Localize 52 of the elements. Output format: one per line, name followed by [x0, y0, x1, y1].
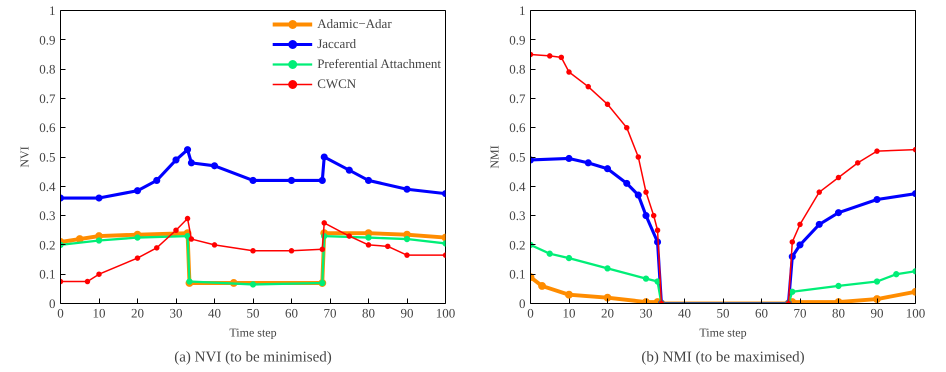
x-tick-label: 90	[870, 306, 884, 320]
y-tick-label: 0.8	[509, 62, 526, 77]
x-tick-label: 50	[246, 306, 260, 320]
x-tick-label: 90	[400, 306, 414, 320]
x-tick-label: 80	[362, 306, 375, 320]
x-tick-label: 40	[208, 306, 221, 320]
y-tick-label: 1	[49, 3, 56, 18]
y-tick-label: 0.9	[39, 32, 56, 48]
y-tick-label: 1	[519, 3, 526, 18]
legend-label: Preferential Attachment	[317, 56, 441, 72]
text: (a) NVI (to be minimised)	[174, 350, 332, 366]
x-axis-title: Time step	[699, 326, 747, 340]
y-tick-label: 0.2	[39, 237, 56, 252]
y-tick-label: 0.9	[509, 32, 526, 48]
y-tick-label: 0	[519, 296, 526, 311]
x-tick-label: 80	[832, 306, 845, 320]
y-tick-label: 0.8	[39, 62, 56, 77]
legend-label: Adamic−Adar	[317, 16, 392, 32]
y-tick-label: 0.4	[39, 178, 56, 194]
x-tick-label: 20	[131, 306, 144, 320]
y-tick-label: 0.3	[39, 208, 56, 224]
x-tick-label: 30	[170, 306, 182, 320]
y-axis-title: NVI	[17, 146, 32, 168]
y-tick-label: 0	[49, 296, 56, 311]
x-tick-label: 40	[678, 306, 691, 320]
legend-label: Jaccard	[317, 36, 356, 52]
x-tick-label: 50	[716, 306, 730, 320]
y-tick-label: 0.1	[509, 266, 526, 282]
x-tick-label: 100	[436, 306, 456, 320]
x-tick-label: 60	[285, 306, 298, 320]
x-tick-label: 20	[601, 306, 614, 320]
y-tick-label: 0.7	[509, 90, 526, 106]
text: (b) NMI (to be maximised)	[641, 350, 805, 366]
y-tick-label: 0.7	[39, 90, 56, 106]
x-axis-title: Time step	[229, 326, 277, 340]
x-tick-label: 10	[562, 306, 576, 320]
x-tick-label: 10	[92, 306, 106, 320]
legend-label: CWCN	[317, 76, 356, 92]
y-tick-label: 0.5	[39, 150, 56, 164]
y-tick-label: 0.5	[509, 150, 526, 164]
y-axis-title: NMI	[487, 145, 502, 169]
x-tick-label: 30	[640, 306, 652, 320]
x-tick-label: 70	[324, 306, 336, 320]
y-tick-label: 0.2	[509, 237, 526, 252]
x-tick-label: 60	[755, 306, 768, 320]
y-tick-label: 0.1	[39, 266, 56, 282]
y-tick-label: 0.6	[39, 120, 56, 136]
y-tick-label: 0.4	[509, 178, 526, 194]
y-tick-label: 0.3	[509, 208, 526, 224]
x-tick-label: 100	[906, 306, 926, 320]
y-tick-label: 0.6	[509, 120, 526, 136]
x-tick-label: 70	[794, 306, 806, 320]
